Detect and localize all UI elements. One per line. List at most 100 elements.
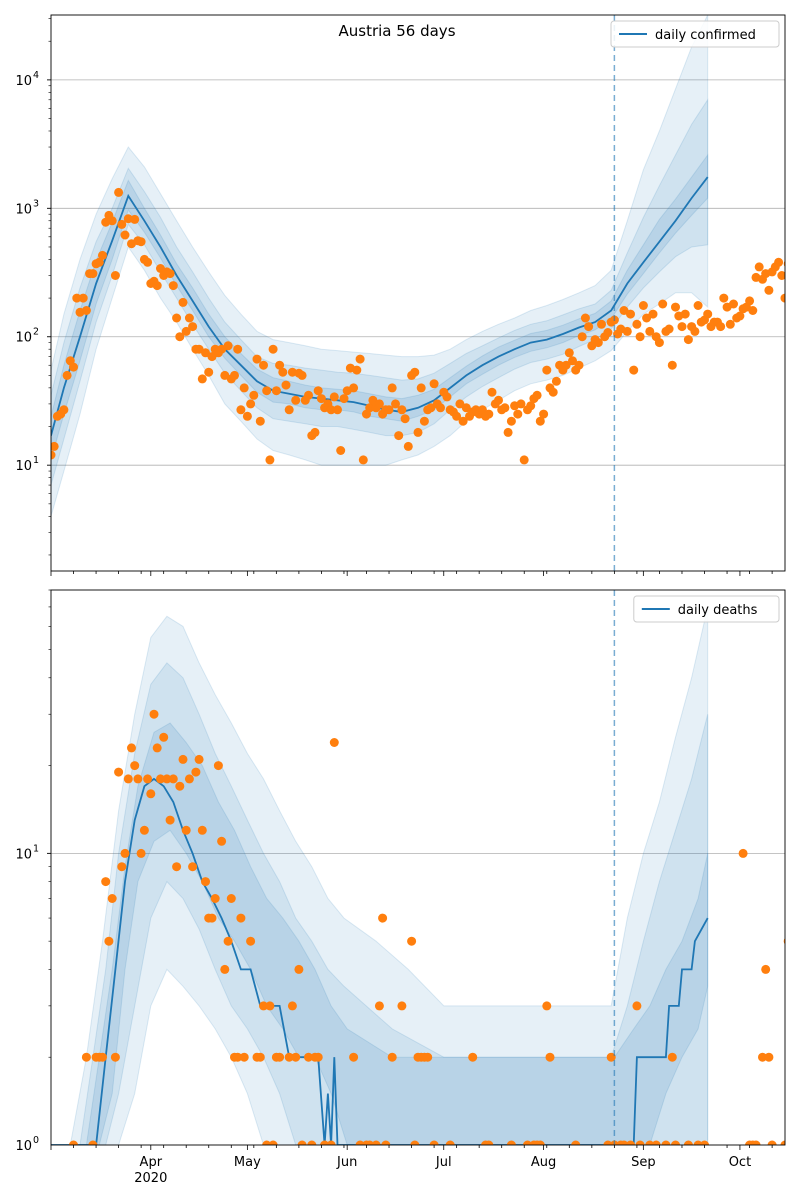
observed-point	[349, 1052, 359, 1062]
observed-point	[223, 341, 233, 351]
observed-point	[423, 1052, 433, 1062]
observed-point	[516, 399, 526, 409]
observed-point	[542, 1001, 552, 1011]
y-tick-label: 10	[15, 1139, 32, 1154]
observed-point	[468, 1052, 478, 1062]
observed-point	[181, 825, 191, 835]
observed-point	[297, 1140, 307, 1145]
legend-box	[610, 20, 780, 48]
observed-point	[175, 781, 185, 791]
observed-point	[535, 1140, 545, 1145]
observed-point	[223, 936, 233, 946]
observed-point	[484, 409, 494, 419]
observed-point	[597, 319, 606, 329]
y-tick-label: 10	[15, 459, 32, 474]
observed-point	[107, 216, 117, 226]
observed-point	[255, 416, 265, 426]
observed-point	[51, 441, 59, 451]
observed-point	[629, 365, 639, 375]
observed-point	[632, 1001, 642, 1011]
observed-point	[117, 862, 127, 872]
observed-point	[326, 405, 336, 415]
observed-point	[265, 1001, 275, 1011]
observed-point	[262, 386, 272, 396]
observed-point	[59, 405, 69, 415]
y-tick-exponent: 0	[33, 1135, 39, 1146]
observed-point	[184, 313, 194, 323]
observed-point	[297, 370, 307, 380]
observed-point	[239, 1052, 249, 1062]
observed-point	[378, 913, 388, 923]
observed-point	[487, 387, 497, 397]
observed-point	[162, 774, 172, 784]
observed-point	[98, 250, 107, 260]
observed-point	[503, 427, 513, 437]
observed-point	[191, 767, 201, 777]
observed-point	[667, 1052, 677, 1062]
observed-point	[548, 387, 558, 397]
observed-point	[387, 383, 397, 393]
observed-point	[748, 306, 758, 315]
observed-point	[645, 326, 655, 336]
observed-point	[165, 815, 175, 825]
observed-point	[661, 1140, 671, 1145]
observed-point	[275, 1052, 285, 1062]
x-tick-label: Sep	[631, 1155, 656, 1170]
observed-point	[758, 1052, 767, 1062]
observed-point	[690, 326, 700, 336]
y-tick-exponent: 4	[33, 70, 39, 81]
observed-point	[506, 416, 516, 426]
observed-point	[207, 913, 217, 923]
observed-point	[333, 405, 342, 415]
observed-point	[265, 455, 275, 465]
observed-point	[69, 362, 78, 372]
observed-point	[88, 1140, 98, 1145]
observed-point	[233, 344, 243, 354]
observed-point	[735, 311, 745, 321]
observed-point	[98, 1052, 107, 1062]
observed-point	[120, 848, 130, 858]
observed-point	[246, 399, 256, 409]
observed-point	[130, 214, 140, 224]
legend: daily deaths	[633, 595, 780, 623]
observed-point	[564, 348, 574, 358]
observed-point	[384, 405, 394, 415]
observed-point	[635, 1140, 645, 1145]
observed-point	[413, 427, 423, 437]
observed-point	[391, 399, 400, 409]
observed-point	[703, 309, 713, 319]
observed-point	[445, 1140, 455, 1145]
observed-point	[72, 293, 82, 303]
observed-point	[571, 1140, 581, 1145]
observed-point	[81, 1052, 91, 1062]
observed-point	[494, 395, 503, 405]
observed-point	[101, 877, 111, 887]
observed-point	[239, 383, 249, 393]
observed-point	[584, 322, 594, 332]
y-tick-label: 10	[15, 847, 32, 862]
observed-point	[94, 257, 104, 267]
observed-point	[172, 313, 182, 323]
observed-point	[551, 376, 561, 386]
observed-point	[117, 219, 127, 229]
x-year-label: 2020	[134, 1171, 167, 1186]
observed-point	[139, 825, 149, 835]
observed-point	[416, 383, 426, 393]
observed-point	[429, 1140, 439, 1145]
observed-point	[259, 1001, 268, 1011]
observed-point	[188, 862, 198, 872]
observed-point	[671, 302, 680, 312]
observed-point	[278, 367, 288, 377]
observed-point	[275, 360, 285, 370]
observed-point	[329, 738, 339, 747]
observed-point	[204, 367, 214, 377]
observed-point	[188, 322, 198, 332]
observed-point	[716, 322, 726, 332]
observed-point	[780, 293, 785, 303]
observed-point	[178, 754, 188, 764]
observed-point	[304, 1052, 313, 1062]
observed-point	[230, 370, 239, 380]
observed-point	[458, 416, 468, 426]
